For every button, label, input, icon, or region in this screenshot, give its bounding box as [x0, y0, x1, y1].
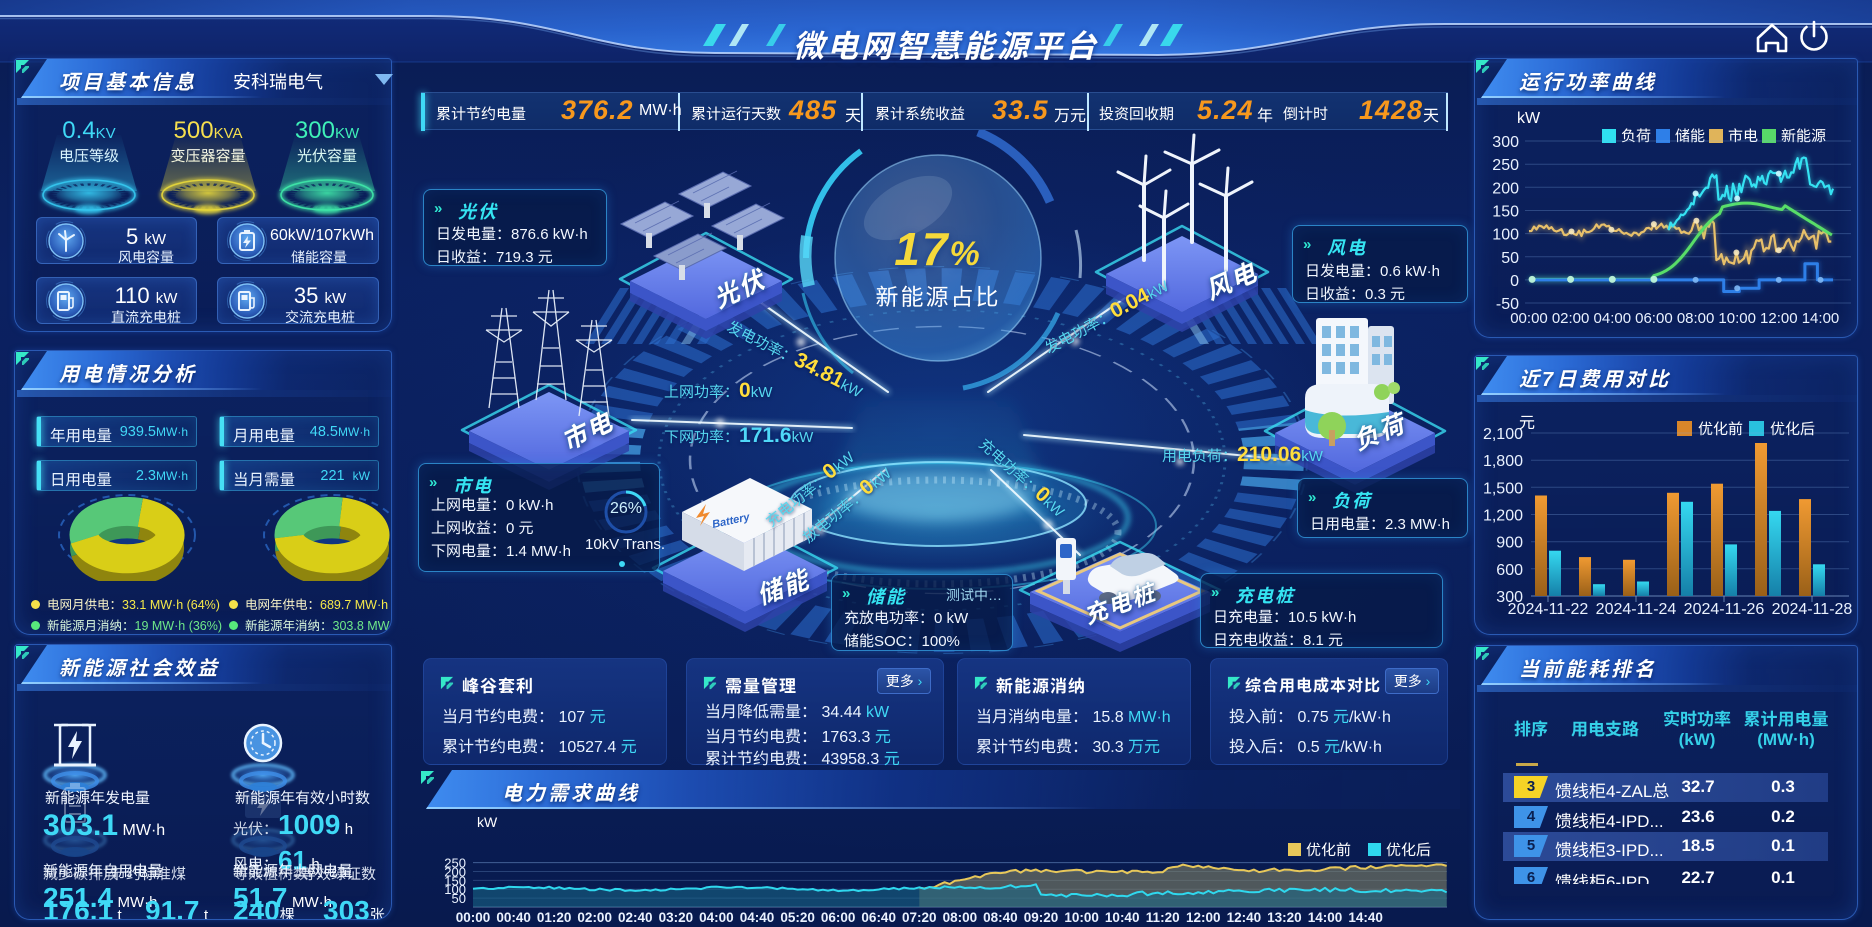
svg-text:900: 900 [1496, 535, 1523, 552]
svg-text:1,200: 1,200 [1483, 508, 1523, 525]
svg-text:1,500: 1,500 [1483, 480, 1523, 497]
svg-text:06:00: 06:00 [821, 910, 856, 925]
svg-text:10:00: 10:00 [1064, 910, 1099, 925]
svg-text:150: 150 [1492, 204, 1519, 221]
svg-text:04:40: 04:40 [740, 910, 775, 925]
svg-text:14:00: 14:00 [1802, 310, 1840, 327]
svg-text:600: 600 [1496, 562, 1523, 579]
svg-text:02:00: 02:00 [577, 910, 612, 925]
svg-text:11:20: 11:20 [1146, 910, 1180, 925]
svg-text:07:20: 07:20 [902, 910, 937, 925]
svg-text:12:00: 12:00 [1186, 910, 1221, 925]
svg-text:04:00: 04:00 [1594, 310, 1632, 327]
svg-text:09:20: 09:20 [1024, 910, 1059, 925]
svg-text:0: 0 [1510, 273, 1519, 290]
svg-text:04:00: 04:00 [699, 910, 734, 925]
svg-text:01:20: 01:20 [537, 910, 572, 925]
svg-text:03:20: 03:20 [659, 910, 694, 925]
svg-text:2024-11-28: 2024-11-28 [1772, 601, 1853, 618]
svg-text:05:20: 05:20 [780, 910, 815, 925]
svg-text:08:40: 08:40 [983, 910, 1018, 925]
svg-text:300: 300 [1492, 134, 1519, 151]
svg-text:08:00: 08:00 [1677, 310, 1715, 327]
svg-text:50: 50 [1501, 250, 1519, 267]
svg-text:06:40: 06:40 [861, 910, 896, 925]
svg-text:12:00: 12:00 [1760, 310, 1798, 327]
svg-text:02:00: 02:00 [1552, 310, 1590, 327]
svg-text:00:00: 00:00 [1510, 310, 1548, 327]
svg-text:13:20: 13:20 [1267, 910, 1302, 925]
svg-text:00:40: 00:40 [496, 910, 531, 925]
svg-text:250: 250 [444, 856, 466, 871]
svg-text:10:40: 10:40 [1105, 910, 1140, 925]
svg-text:2024-11-24: 2024-11-24 [1596, 601, 1677, 618]
svg-text:12:40: 12:40 [1227, 910, 1262, 925]
svg-text:200: 200 [444, 865, 466, 880]
svg-text:14:40: 14:40 [1348, 910, 1383, 925]
svg-text:08:00: 08:00 [943, 910, 978, 925]
svg-text:1,800: 1,800 [1483, 453, 1523, 470]
svg-text:200: 200 [1492, 180, 1519, 197]
svg-text:-50: -50 [1496, 296, 1519, 313]
svg-text:06:00: 06:00 [1635, 310, 1673, 327]
svg-text:150: 150 [444, 873, 466, 888]
svg-text:100: 100 [1492, 227, 1519, 244]
svg-text:100: 100 [444, 882, 466, 897]
svg-text:250: 250 [1492, 157, 1519, 174]
svg-text:14:00: 14:00 [1308, 910, 1343, 925]
svg-text:00:00: 00:00 [456, 910, 491, 925]
svg-text:10:00: 10:00 [1718, 310, 1756, 327]
svg-text:50: 50 [452, 891, 466, 906]
svg-text:02:40: 02:40 [618, 910, 653, 925]
svg-text:2,100: 2,100 [1483, 426, 1523, 443]
svg-text:300: 300 [1496, 589, 1523, 606]
svg-text:2024-11-26: 2024-11-26 [1684, 601, 1765, 618]
svg-text:2024-11-22: 2024-11-22 [1508, 601, 1589, 618]
